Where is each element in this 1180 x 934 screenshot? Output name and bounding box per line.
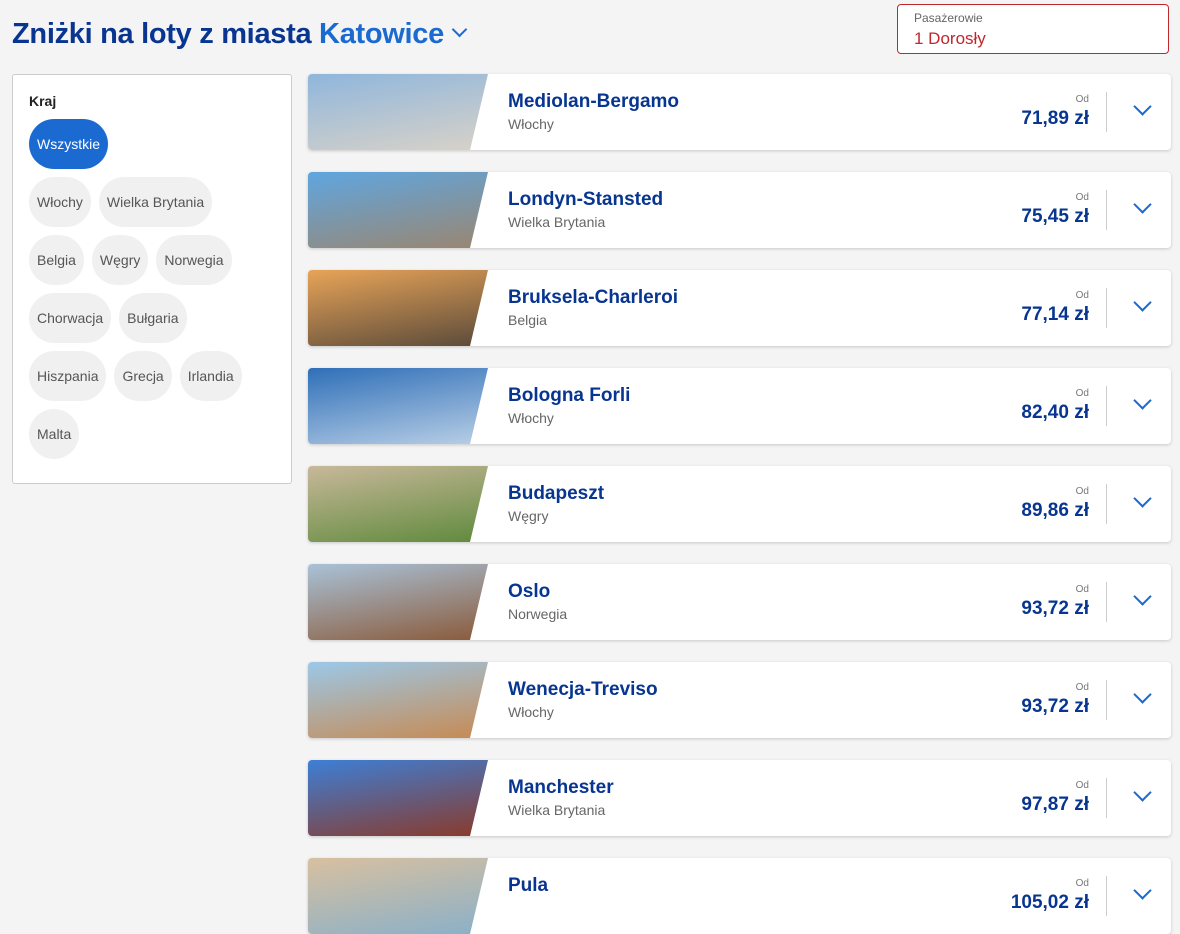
destination-city: Budapeszt: [508, 483, 605, 504]
destination-price: 105,02 zł: [1010, 892, 1089, 913]
destination-price: 97,87 zł: [1021, 794, 1089, 815]
divider: [1106, 386, 1107, 426]
chevron-down-icon[interactable]: [1133, 783, 1152, 802]
from-label: Od: [1075, 780, 1089, 791]
country-chip[interactable]: Grecja: [114, 351, 172, 401]
country-chip[interactable]: Malta: [29, 409, 80, 459]
destination-city: Pula: [508, 875, 549, 896]
destination-image: [308, 172, 488, 248]
from-label: Od: [1075, 878, 1089, 889]
divider: [1106, 778, 1107, 818]
destination-card[interactable]: Londyn-Stansted Wielka Brytania Od 75,45…: [308, 172, 1171, 248]
destination-card[interactable]: Budapeszt Węgry Od 89,86 zł: [308, 466, 1171, 542]
country-chip[interactable]: Węgry: [91, 235, 149, 285]
destination-city: Manchester: [508, 777, 614, 798]
country-chips: Wszystkie Włochy Wielka Brytania Belgia Węgr…: [29, 119, 249, 459]
chevron-down-icon[interactable]: [1133, 685, 1152, 704]
destination-price: 77,14 zł: [1021, 304, 1089, 325]
destination-image: [308, 368, 488, 444]
divider: [1106, 92, 1107, 132]
destination-country: Włochy: [508, 116, 554, 132]
country-chip[interactable]: Belgia: [29, 235, 84, 285]
departure-city-selector[interactable]: Katowice: [319, 18, 468, 50]
destination-price: 82,40 zł: [1021, 402, 1089, 423]
destination-image: [308, 270, 488, 346]
chevron-down-icon: [451, 21, 468, 38]
passengers-label: Pasażerowie: [914, 11, 983, 25]
country-chip[interactable]: Wszystkie: [29, 119, 108, 169]
destination-city: Wenecja-Treviso: [508, 679, 658, 700]
from-label: Od: [1075, 682, 1089, 693]
destination-city: Mediolan-Bergamo: [508, 91, 680, 112]
from-label: Od: [1075, 290, 1089, 301]
chevron-down-icon[interactable]: [1133, 97, 1152, 116]
destination-image: [308, 760, 488, 836]
filter-title: Kraj: [29, 93, 57, 109]
destination-image: [308, 858, 488, 934]
destination-price: 75,45 zł: [1021, 206, 1089, 227]
country-chip[interactable]: Bułgaria: [119, 293, 187, 343]
destination-image: [308, 662, 488, 738]
country-chip[interactable]: Chorwacja: [29, 293, 112, 343]
destination-price: 71,89 zł: [1021, 108, 1089, 129]
chevron-down-icon[interactable]: [1133, 587, 1152, 606]
divider: [1106, 484, 1107, 524]
divider: [1106, 288, 1107, 328]
divider: [1106, 190, 1107, 230]
destination-country: Belgia: [508, 312, 547, 328]
destination-city: Oslo: [508, 581, 551, 602]
from-label: Od: [1075, 94, 1089, 105]
divider: [1106, 582, 1107, 622]
from-label: Od: [1075, 192, 1089, 203]
destination-card[interactable]: Wenecja-Treviso Włochy Od 93,72 zł: [308, 662, 1171, 738]
destination-card[interactable]: Manchester Wielka Brytania Od 97,87 zł: [308, 760, 1171, 836]
divider: [1106, 680, 1107, 720]
title-text: Zniżki na loty z miasta: [12, 18, 320, 50]
from-label: Od: [1075, 388, 1089, 399]
country-chip[interactable]: Wielka Brytania: [98, 177, 213, 227]
country-chip[interactable]: Włochy: [29, 177, 91, 227]
destination-card[interactable]: Pula Od 105,02 zł: [308, 858, 1171, 934]
destination-country: Norwegia: [508, 606, 568, 622]
destination-country: Wielka Brytania: [508, 214, 606, 230]
country-chip[interactable]: Norwegia: [156, 235, 232, 285]
chevron-down-icon[interactable]: [1133, 391, 1152, 410]
destination-price: 93,72 zł: [1021, 696, 1089, 717]
destination-image: [308, 466, 488, 542]
destination-city: Bruksela-Charleroi: [508, 287, 679, 308]
country-chip[interactable]: Irlandia: [179, 351, 242, 401]
passengers-selector[interactable]: Pasażerowie 1 Dorosły: [897, 4, 1169, 54]
chevron-down-icon[interactable]: [1133, 293, 1152, 312]
from-label: Od: [1075, 584, 1089, 595]
from-label: Od: [1075, 486, 1089, 497]
destination-card[interactable]: Bruksela-Charleroi Belgia Od 77,14 zł: [308, 270, 1171, 346]
destination-city: Londyn-Stansted: [508, 189, 664, 210]
destination-country: Włochy: [508, 410, 554, 426]
page-title: Zniżki na loty z miasta Katowice: [12, 18, 468, 51]
chevron-down-icon[interactable]: [1133, 195, 1152, 214]
destination-country: Węgry: [508, 508, 549, 524]
departure-city: Katowice: [319, 18, 444, 50]
destination-price: 89,86 zł: [1021, 500, 1089, 521]
destination-card[interactable]: Mediolan-Bergamo Włochy Od 71,89 zł: [308, 74, 1171, 150]
destination-image: [308, 74, 488, 150]
destination-image: [308, 564, 488, 640]
country-filter: Kraj Wszystkie Włochy Wielka Brytania Belgi…: [12, 74, 292, 484]
destination-card[interactable]: Oslo Norwegia Od 93,72 zł: [308, 564, 1171, 640]
destination-city: Bologna Forli: [508, 385, 631, 406]
passengers-value: 1 Dorosły: [914, 29, 986, 48]
destination-country: Wielka Brytania: [508, 802, 606, 818]
destination-price: 93,72 zł: [1021, 598, 1089, 619]
country-chip[interactable]: Hiszpania: [29, 351, 107, 401]
destination-country: Włochy: [508, 704, 554, 720]
divider: [1106, 876, 1107, 916]
chevron-down-icon[interactable]: [1133, 881, 1152, 900]
destination-card[interactable]: Bologna Forli Włochy Od 82,40 zł: [308, 368, 1171, 444]
chevron-down-icon[interactable]: [1133, 489, 1152, 508]
